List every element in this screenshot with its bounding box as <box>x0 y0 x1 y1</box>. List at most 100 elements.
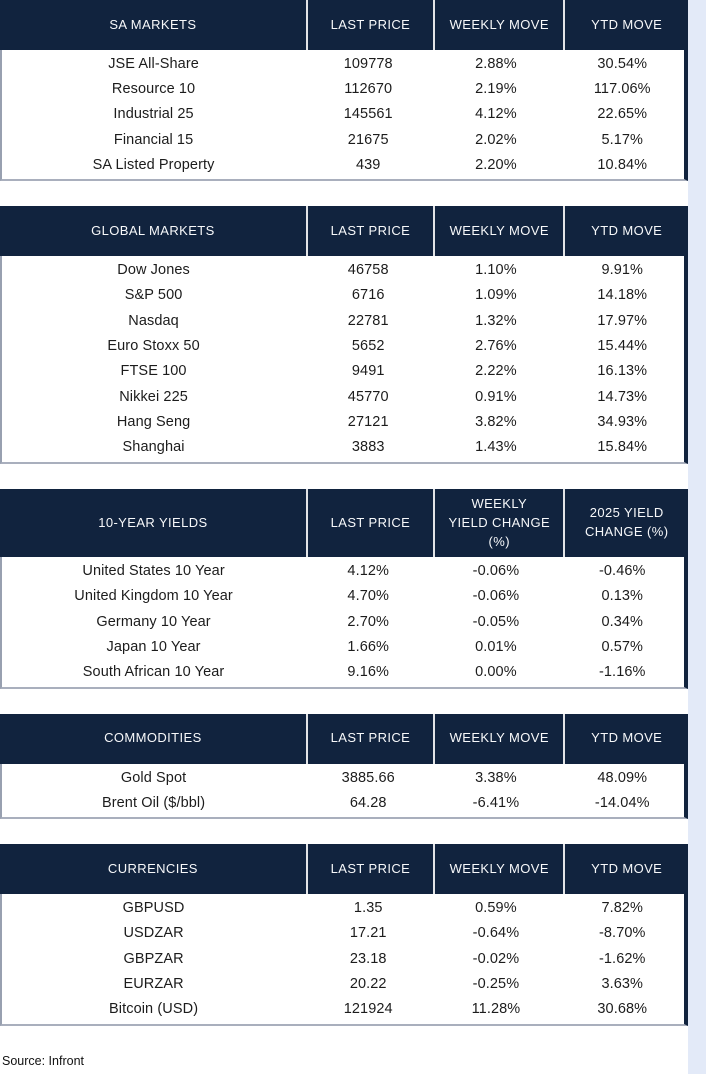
column-header: WEEKLY MOVE <box>433 844 563 895</box>
cell-value: 10.84% <box>597 156 648 173</box>
cell-value: 9.91% <box>601 262 644 279</box>
cell-value: -8.70% <box>598 925 646 942</box>
cell-value: 46758 <box>347 262 389 279</box>
cell-value: 0.59% <box>475 900 517 917</box>
cell-value: 15.84% <box>597 439 648 456</box>
section-header: GLOBAL MARKETS LAST PRICE WEEKLY MOVE YTD M… <box>0 206 688 257</box>
column-header: YTD MOVE <box>563 206 688 257</box>
cell-value: 117.06% <box>593 80 651 97</box>
cell-value: 2.20% <box>475 156 517 173</box>
table-row: Shanghai 3883 1.43% 15.84% <box>2 435 684 460</box>
section-header: 10-YEAR YIELDS LAST PRICE WEEKLY YIELD CHA… <box>0 488 688 558</box>
cell-value: 1.43% <box>475 439 517 456</box>
table-row: Gold Spot 3885.66 3.38% 48.09% <box>2 765 684 790</box>
row-label: Resource 10 <box>111 80 196 97</box>
table-row: FTSE 100 9491 2.22% 16.13% <box>2 359 684 384</box>
table-row: USDZAR 17.21 -0.64% -8.70% <box>2 921 684 946</box>
row-label: Dow Jones <box>117 262 190 279</box>
row-label: GBPZAR <box>123 950 184 967</box>
table-row: Hang Seng 27121 3.82% 34.93% <box>2 409 684 434</box>
cell-value: 1.10% <box>475 262 517 279</box>
row-label: SA Listed Property <box>92 156 215 173</box>
cell-value: 14.73% <box>597 388 648 405</box>
section-body: JSE All-Share 109778 2.88% 30.54% Resource 1… <box>0 50 688 182</box>
section-commodities: COMMODITIES LAST PRICE WEEKLY MOVE YTD MOVE… <box>0 713 688 820</box>
cell-value: 15.44% <box>597 338 648 355</box>
cell-value: 30.54% <box>597 55 648 72</box>
table-row: Brent Oil ($/bbl) 64.28 -6.41% -14.04% <box>2 790 684 815</box>
section-body: Dow Jones 46758 1.10% 9.91% S&P 500 6716 1.09%… <box>0 256 688 464</box>
row-label: Gold Spot <box>120 769 187 786</box>
column-header: WEEKLY MOVE <box>433 0 563 50</box>
row-label: Germany 10 Year <box>96 613 211 630</box>
cell-value: -0.06% <box>472 563 520 580</box>
cell-value: 17.97% <box>597 312 648 329</box>
row-label: South African 10 Year <box>82 664 225 681</box>
column-header: LAST PRICE <box>305 844 433 895</box>
section-title: SA MARKETS <box>109 16 197 32</box>
table-row: JSE All-Share 109778 2.88% 30.54% <box>2 51 684 76</box>
cell-value: 0.91% <box>475 388 517 405</box>
cell-value: -0.06% <box>472 588 520 605</box>
cell-value: 439 <box>355 156 381 173</box>
cell-value: 45770 <box>347 388 389 405</box>
table-row: South African 10 Year 9.16% 0.00% -1.16% <box>2 660 684 685</box>
row-label: United States 10 Year <box>82 563 225 580</box>
cell-value: 22781 <box>347 312 389 329</box>
table-row: Financial 15 21675 2.02% 5.17% <box>2 127 684 152</box>
cell-value: 9.16% <box>347 664 390 681</box>
cell-value: 112670 <box>344 80 393 97</box>
cell-value: -0.64% <box>472 925 520 942</box>
cell-value: 7.82% <box>601 900 644 917</box>
column-header: WEEKLY MOVE <box>433 713 563 764</box>
cell-value: 4.12% <box>475 106 517 123</box>
row-label: Shanghai <box>122 439 185 456</box>
cell-value: 121924 <box>343 1001 393 1018</box>
cell-value: -1.16% <box>598 664 646 681</box>
section-header: SA MARKETS LAST PRICE WEEKLY MOVE YTD MOVE <box>0 0 688 50</box>
market-report: SA MARKETS LAST PRICE WEEKLY MOVE YTD MOVE J… <box>0 0 688 1068</box>
section-header: COMMODITIES LAST PRICE WEEKLY MOVE YTD MOVE <box>0 713 688 764</box>
row-label: Brent Oil ($/bbl) <box>101 794 206 811</box>
table-row: Germany 10 Year 2.70% -0.05% 0.34% <box>2 609 684 634</box>
section-10-year-yields: 10-YEAR YIELDS LAST PRICE WEEKLY YIELD CHA… <box>0 488 688 689</box>
column-header: LAST PRICE <box>305 0 433 50</box>
cell-value: 145561 <box>343 106 393 123</box>
section-global-markets: GLOBAL MARKETS LAST PRICE WEEKLY MOVE YTD M… <box>0 206 688 464</box>
cell-value: 0.01% <box>475 638 517 655</box>
cell-value: 9491 <box>351 363 385 380</box>
cell-value: -6.41% <box>472 794 520 811</box>
cell-value: 2.70% <box>347 613 390 630</box>
cell-value: 3.38% <box>475 769 517 786</box>
column-header: YTD MOVE <box>563 844 688 895</box>
table-row: Bitcoin (USD) 121924 11.28% 30.68% <box>2 997 684 1022</box>
cell-value: -1.62% <box>598 950 646 967</box>
cell-value: 22.65% <box>597 106 648 123</box>
cell-value: 1.32% <box>475 312 517 329</box>
row-label: FTSE 100 <box>120 363 187 380</box>
section-body: Gold Spot 3885.66 3.38% 48.09% Brent Oil ($/… <box>0 763 688 820</box>
cell-value: 4.70% <box>347 588 390 605</box>
row-label: GBPUSD <box>122 900 185 917</box>
section-title: GLOBAL MARKETS <box>91 223 215 239</box>
cell-value: 2.88% <box>475 55 517 72</box>
table-row: Dow Jones 46758 1.10% 9.91% <box>2 257 684 282</box>
cell-value: 30.68% <box>597 1001 648 1018</box>
column-header: LAST PRICE <box>305 713 433 764</box>
section-title: CURRENCIES <box>107 861 198 877</box>
cell-value: 2.76% <box>475 338 517 355</box>
cell-value: -0.25% <box>472 976 520 992</box>
cell-value: 2.19% <box>475 80 517 97</box>
cell-value: 3885.66 <box>341 769 395 786</box>
table-row: S&P 500 6716 1.09% 14.18% <box>2 283 684 308</box>
cell-value: -0.05% <box>472 613 520 630</box>
cell-value: 4.12% <box>347 563 390 580</box>
cell-value: 16.13% <box>597 363 648 380</box>
cell-value: 27121 <box>347 413 389 430</box>
cell-value: 0.34% <box>601 613 644 630</box>
section-currencies: CURRENCIES LAST PRICE WEEKLY MOVE YTD MOVE G… <box>0 844 688 1026</box>
table-row: United Kingdom 10 Year 4.70% -0.06% 0.13% <box>2 584 684 609</box>
table-row: EURZAR 20.22 -0.25% 3.63% <box>2 971 684 996</box>
row-label: United Kingdom 10 Year <box>74 588 233 605</box>
table-row: GBPZAR 23.18 -0.02% -1.62% <box>2 946 684 971</box>
